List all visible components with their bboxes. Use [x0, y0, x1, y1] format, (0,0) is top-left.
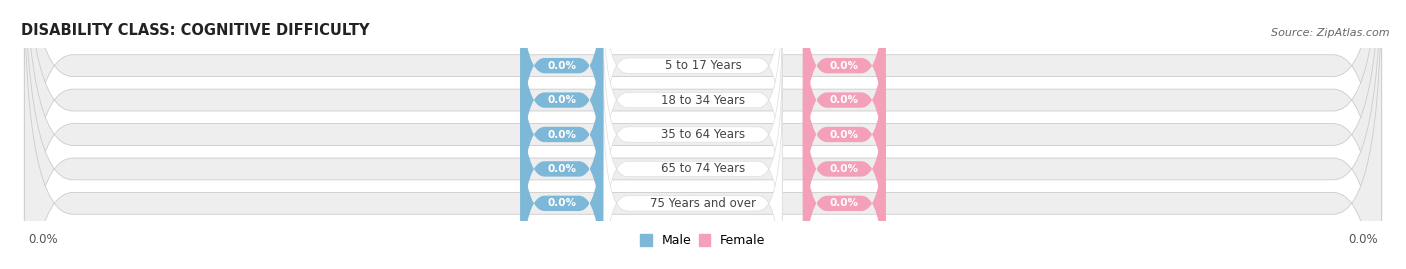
Text: 0.0%: 0.0% [547, 198, 576, 208]
FancyBboxPatch shape [520, 56, 603, 269]
Legend: Male, Female: Male, Female [636, 229, 770, 252]
FancyBboxPatch shape [803, 22, 886, 247]
FancyBboxPatch shape [24, 0, 1382, 269]
FancyBboxPatch shape [520, 22, 603, 247]
FancyBboxPatch shape [24, 0, 1382, 269]
Text: 0.0%: 0.0% [830, 95, 859, 105]
Text: 0.0%: 0.0% [547, 129, 576, 140]
FancyBboxPatch shape [603, 91, 782, 269]
FancyBboxPatch shape [520, 0, 603, 178]
Text: 65 to 74 Years: 65 to 74 Years [661, 162, 745, 175]
FancyBboxPatch shape [803, 91, 886, 269]
FancyBboxPatch shape [603, 0, 782, 213]
Text: 0.0%: 0.0% [28, 233, 58, 246]
Text: 5 to 17 Years: 5 to 17 Years [665, 59, 741, 72]
Text: 0.0%: 0.0% [830, 164, 859, 174]
FancyBboxPatch shape [803, 0, 886, 178]
FancyBboxPatch shape [24, 0, 1382, 269]
Text: 0.0%: 0.0% [830, 198, 859, 208]
Text: 0.0%: 0.0% [1348, 233, 1378, 246]
Text: 0.0%: 0.0% [547, 95, 576, 105]
Text: DISABILITY CLASS: COGNITIVE DIFFICULTY: DISABILITY CLASS: COGNITIVE DIFFICULTY [21, 23, 370, 38]
Text: Source: ZipAtlas.com: Source: ZipAtlas.com [1271, 28, 1389, 38]
Text: 18 to 34 Years: 18 to 34 Years [661, 94, 745, 107]
FancyBboxPatch shape [603, 22, 782, 247]
Text: 0.0%: 0.0% [830, 129, 859, 140]
FancyBboxPatch shape [803, 56, 886, 269]
FancyBboxPatch shape [803, 0, 886, 213]
FancyBboxPatch shape [603, 56, 782, 269]
FancyBboxPatch shape [24, 0, 1382, 269]
Text: 0.0%: 0.0% [547, 164, 576, 174]
Text: 75 Years and over: 75 Years and over [650, 197, 756, 210]
FancyBboxPatch shape [24, 0, 1382, 269]
Text: 0.0%: 0.0% [547, 61, 576, 71]
Text: 0.0%: 0.0% [830, 61, 859, 71]
FancyBboxPatch shape [603, 0, 782, 178]
Text: 35 to 64 Years: 35 to 64 Years [661, 128, 745, 141]
FancyBboxPatch shape [520, 91, 603, 269]
FancyBboxPatch shape [520, 0, 603, 213]
